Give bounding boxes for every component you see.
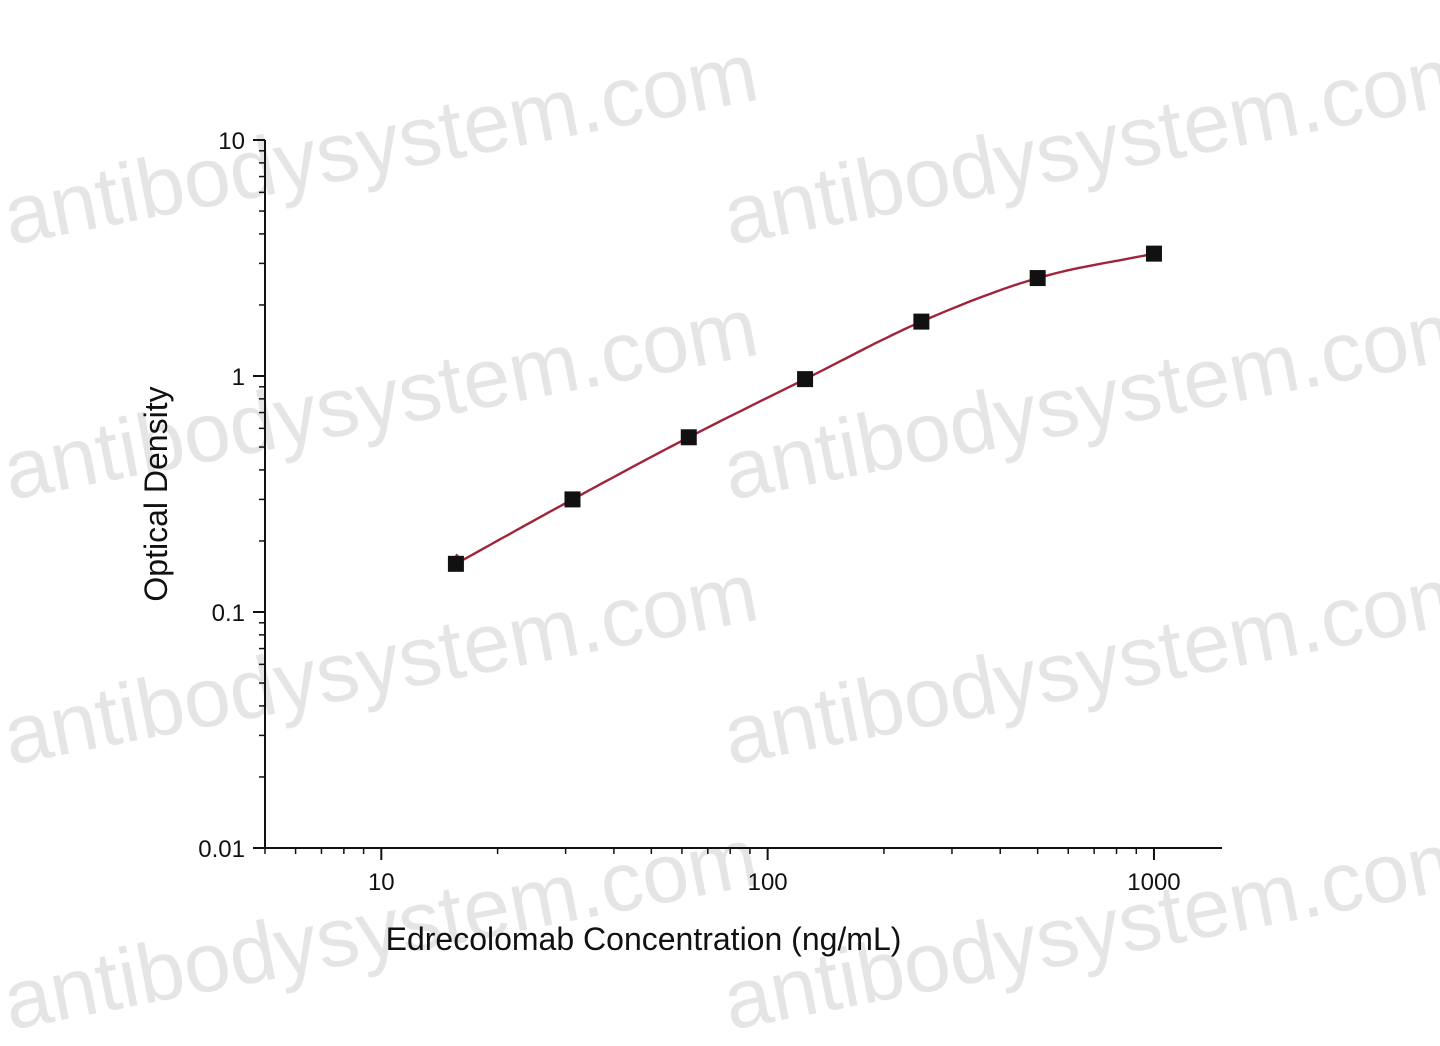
y-tick-label: 0.01 <box>198 836 245 863</box>
data-point-marker <box>913 313 930 330</box>
y-tick-label: 1 <box>232 364 245 391</box>
data-point-marker <box>564 491 581 508</box>
data-point-marker <box>680 429 697 446</box>
data-points <box>447 245 1162 572</box>
data-point-marker <box>1029 270 1046 287</box>
y-axis-ticks: 0.01 0.1 1 10 <box>198 128 265 863</box>
x-tick-label: 10 <box>368 869 395 896</box>
data-point-marker <box>797 371 814 388</box>
data-point-marker <box>447 555 464 572</box>
x-axis-ticks: 10 100 1000 <box>264 848 1181 896</box>
y-tick-label: 0.1 <box>212 600 245 627</box>
data-point-marker <box>1145 245 1162 262</box>
y-tick-label: 10 <box>218 128 245 155</box>
axes <box>264 140 1222 849</box>
x-tick-label: 100 <box>748 869 788 896</box>
x-tick-label: 1000 <box>1127 869 1180 896</box>
y-axis-title: Optical Density <box>138 386 174 601</box>
x-axis-title: Edrecolomab Concentration (ng/mL) <box>386 921 902 957</box>
